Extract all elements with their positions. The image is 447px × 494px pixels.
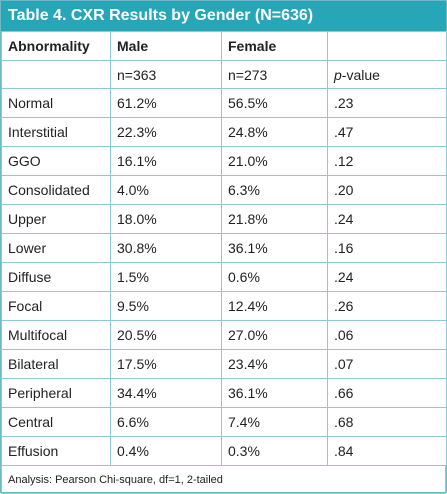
table-row: GGO 16.1% 21.0% .12 — [1, 146, 447, 176]
cell-male: 22.3% — [110, 117, 222, 147]
cell-female: 56.5% — [221, 88, 328, 118]
footnote: Analysis: Pearson Chi-square, df=1, 2-ta… — [1, 466, 446, 494]
cell-male: 61.2% — [110, 88, 222, 118]
cell-female: 12.4% — [221, 291, 328, 321]
cell-pvalue: .26 — [327, 291, 447, 321]
cell-male: 34.4% — [110, 378, 222, 408]
cell-abnormality: Upper — [1, 204, 111, 234]
table-row: Multifocal 20.5% 27.0% .06 — [1, 320, 447, 350]
table-row: Effusion 0.4% 0.3% .84 — [1, 436, 447, 466]
cell-female: 0.3% — [221, 436, 328, 466]
cell-male: 4.0% — [110, 175, 222, 205]
female-n: n=273 — [221, 60, 328, 89]
cell-abnormality: Consolidated — [1, 175, 111, 205]
cell-abnormality: Multifocal — [1, 320, 111, 350]
cell-abnormality: Focal — [1, 291, 111, 321]
cell-pvalue: .20 — [327, 175, 447, 205]
cell-male: 30.8% — [110, 233, 222, 263]
cell-male: 18.0% — [110, 204, 222, 234]
cell-abnormality: Peripheral — [1, 378, 111, 408]
header-row: Abnormality Male Female — [1, 31, 447, 61]
cell-male: 0.4% — [110, 436, 222, 466]
cell-female: 21.8% — [221, 204, 328, 234]
cell-pvalue: .07 — [327, 349, 447, 379]
cell-pvalue: .23 — [327, 88, 447, 118]
header-empty — [327, 31, 447, 61]
header-female: Female — [221, 31, 328, 61]
table-row: Focal 9.5% 12.4% .26 — [1, 291, 447, 321]
header-abnormality: Abnormality — [1, 31, 111, 61]
table-body: Normal 61.2% 56.5% .23 Interstitial 22.3% 24.8… — [1, 88, 447, 466]
cell-abnormality: Diffuse — [1, 262, 111, 292]
table-row: Consolidated 4.0% 6.3% .20 — [1, 175, 447, 205]
cell-female: 7.4% — [221, 407, 328, 437]
table-title: Table 4. CXR Results by Gender (N=636) — [1, 1, 446, 31]
cell-female: 27.0% — [221, 320, 328, 350]
table-row: Upper 18.0% 21.8% .24 — [1, 204, 447, 234]
cell-pvalue: .84 — [327, 436, 447, 466]
table-row: Diffuse 1.5% 0.6% .24 — [1, 262, 447, 292]
cell-male: 1.5% — [110, 262, 222, 292]
cell-pvalue: .66 — [327, 378, 447, 408]
subheader-empty — [1, 60, 111, 89]
pvalue-header: p-value — [327, 60, 447, 89]
cell-female: 6.3% — [221, 175, 328, 205]
cell-pvalue: .24 — [327, 204, 447, 234]
cell-female: 36.1% — [221, 233, 328, 263]
pvalue-suffix: -value — [341, 66, 380, 83]
cell-pvalue: .12 — [327, 146, 447, 176]
table-row: Interstitial 22.3% 24.8% .47 — [1, 117, 447, 147]
table-row: Lower 30.8% 36.1% .16 — [1, 233, 447, 263]
table-row: Peripheral 34.4% 36.1% .66 — [1, 378, 447, 408]
cell-female: 24.8% — [221, 117, 328, 147]
cell-pvalue: .68 — [327, 407, 447, 437]
subheader-row: n=363 n=273 p-value — [1, 60, 447, 89]
cell-female: 36.1% — [221, 378, 328, 408]
cell-male: 6.6% — [110, 407, 222, 437]
cell-male: 17.5% — [110, 349, 222, 379]
results-table: Abnormality Male Female n=363 n=273 p-va… — [1, 31, 447, 466]
table-row: Bilateral 17.5% 23.4% .07 — [1, 349, 447, 379]
cell-female: 0.6% — [221, 262, 328, 292]
cell-pvalue: .16 — [327, 233, 447, 263]
male-n: n=363 — [110, 60, 222, 89]
cell-male: 9.5% — [110, 291, 222, 321]
cell-male: 16.1% — [110, 146, 222, 176]
cell-abnormality: GGO — [1, 146, 111, 176]
cell-female: 21.0% — [221, 146, 328, 176]
cell-pvalue: .47 — [327, 117, 447, 147]
cell-female: 23.4% — [221, 349, 328, 379]
table-row: Normal 61.2% 56.5% .23 — [1, 88, 447, 118]
header-male: Male — [110, 31, 222, 61]
cell-abnormality: Bilateral — [1, 349, 111, 379]
table-row: Central 6.6% 7.4% .68 — [1, 407, 447, 437]
cell-pvalue: .06 — [327, 320, 447, 350]
cell-abnormality: Central — [1, 407, 111, 437]
cell-abnormality: Normal — [1, 88, 111, 118]
cell-pvalue: .24 — [327, 262, 447, 292]
cell-abnormality: Interstitial — [1, 117, 111, 147]
cell-male: 20.5% — [110, 320, 222, 350]
pvalue-p: p — [334, 66, 342, 83]
cell-abnormality: Effusion — [1, 436, 111, 466]
cell-abnormality: Lower — [1, 233, 111, 263]
